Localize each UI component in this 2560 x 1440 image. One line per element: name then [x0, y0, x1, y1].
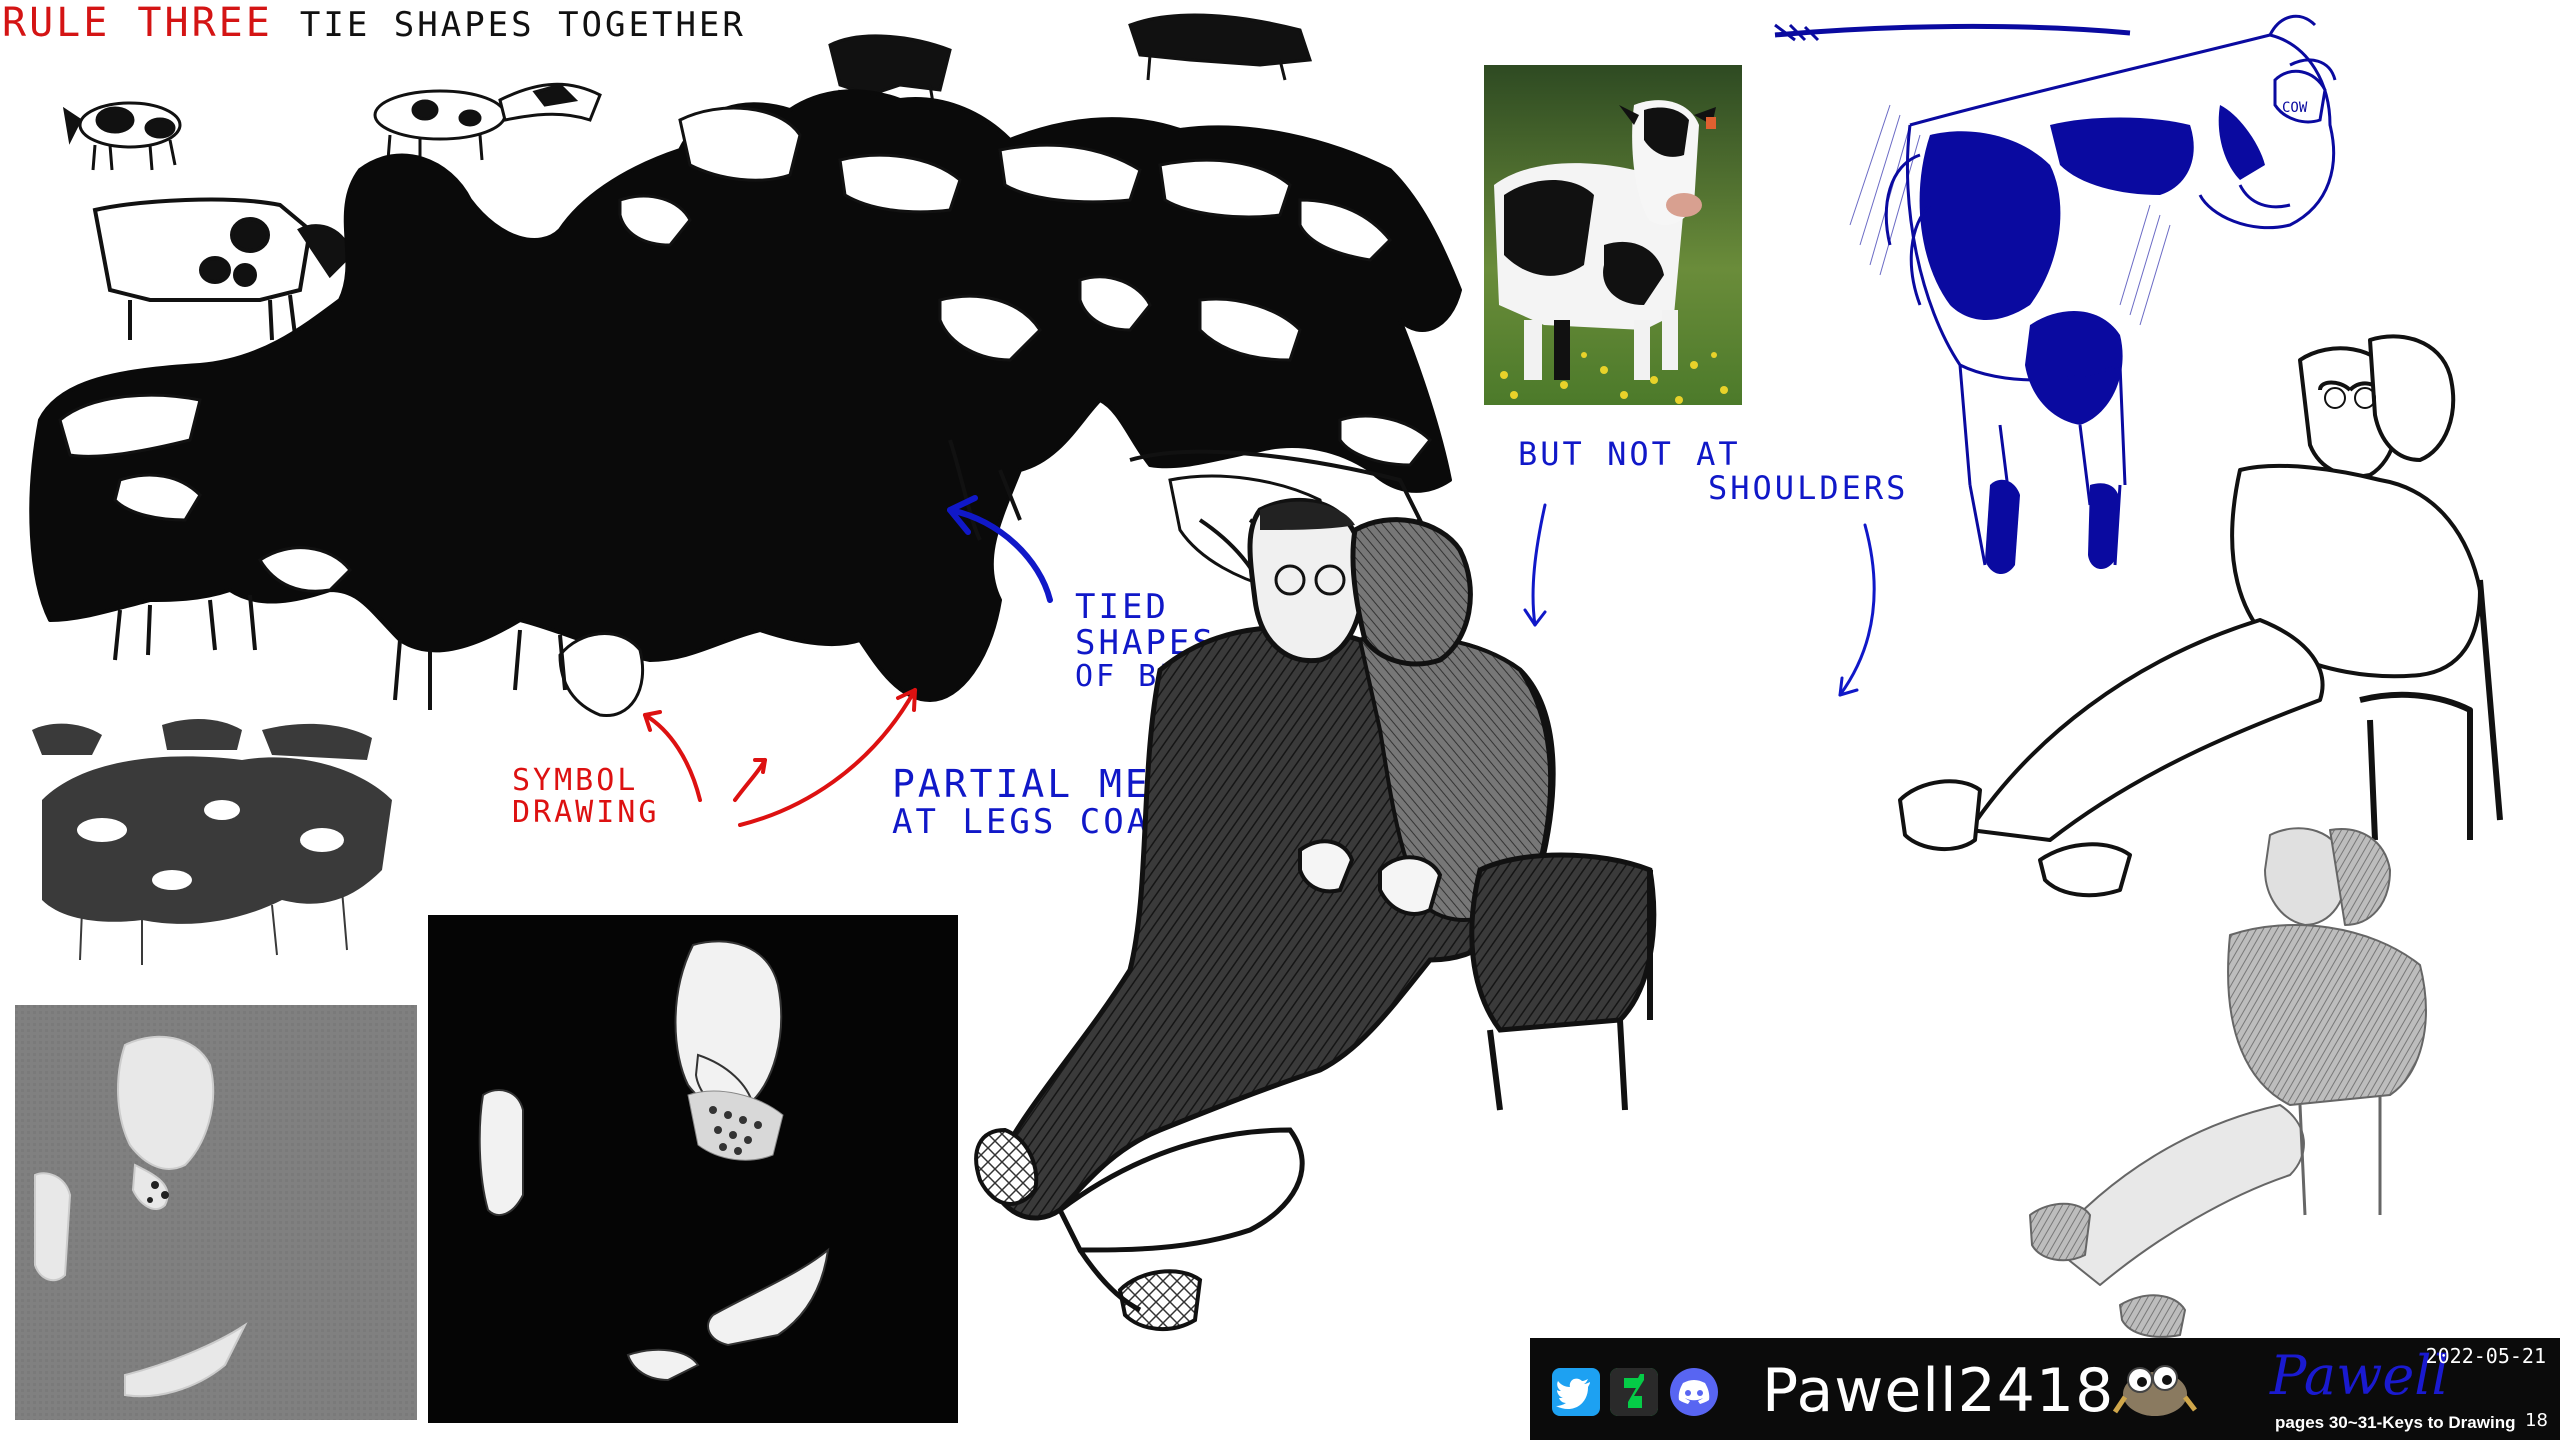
page-title: RULE THREE TIE SHAPES TOGETHER: [2, 2, 746, 44]
label-symbol-drawing: SYMBOL DRAWING: [512, 765, 659, 828]
blue-cow-drawing: COW: [1774, 14, 2337, 575]
blue-arrow-shoulders-left: [1523, 503, 1547, 627]
signature-banner: Pawell2418 Pawell 2022-05-21 pages 30~31…: [1530, 1338, 2560, 1440]
author-name: Pawell2418: [1762, 1356, 2115, 1426]
red-arrow-symbol: [643, 688, 917, 827]
couple-pencil-thumbnail: [2029, 827, 2427, 1338]
cow-herd-drawing: [29, 13, 1462, 718]
partial-line-2: AT LEGS COAT: [892, 801, 1174, 842]
couple-line-drawing: [1898, 334, 2503, 898]
signature-text: Pawell: [2270, 1344, 2449, 1407]
small-cow-top-left: [62, 101, 182, 171]
title-rule-three: RULE THREE: [2, 0, 273, 46]
title-tie-shapes: TIE SHAPES TOGETHER: [299, 5, 746, 45]
tied-line-1: TIED: [1075, 587, 1169, 627]
label-but-not-shoulders: BUT NOT AT SHOULDERS: [1518, 435, 1909, 507]
notshoulders-line-1: BUT NOT AT: [1518, 435, 1741, 473]
twitter-icon[interactable]: [1552, 1368, 1600, 1416]
gray-herd-thumbnail: [22, 710, 402, 980]
gray-portrait-drawing: [15, 1005, 417, 1420]
cow-tag-text: COW: [2282, 100, 2308, 116]
cow-left-mid: [92, 197, 353, 341]
couple-line-glasses: [2324, 387, 2376, 409]
cow-photo: [1484, 65, 1742, 405]
deviantart-icon[interactable]: [1610, 1368, 1658, 1416]
date-label: 2022-05-21: [2425, 1344, 2546, 1368]
small-cow-top-mid: [373, 82, 602, 161]
blue-arrow-shoulders-right: [1838, 523, 1876, 697]
pages-reference: pages 30~31-Keys to Drawing: [2275, 1413, 2516, 1432]
gimp-mascot-icon: [2112, 1365, 2197, 1416]
blue-arrow-tied: [947, 495, 1053, 603]
discord-icon[interactable]: [1668, 1368, 1718, 1416]
page-number: 18: [2525, 1410, 2548, 1431]
black-portrait-drawing: [428, 915, 958, 1423]
symbol-line-2: DRAWING: [512, 794, 660, 830]
couple-sketch-main: [974, 497, 1657, 1332]
symbol-line-1: SYMBOL: [512, 763, 639, 798]
notshoulders-line-2: SHOULDERS: [1708, 468, 1909, 507]
